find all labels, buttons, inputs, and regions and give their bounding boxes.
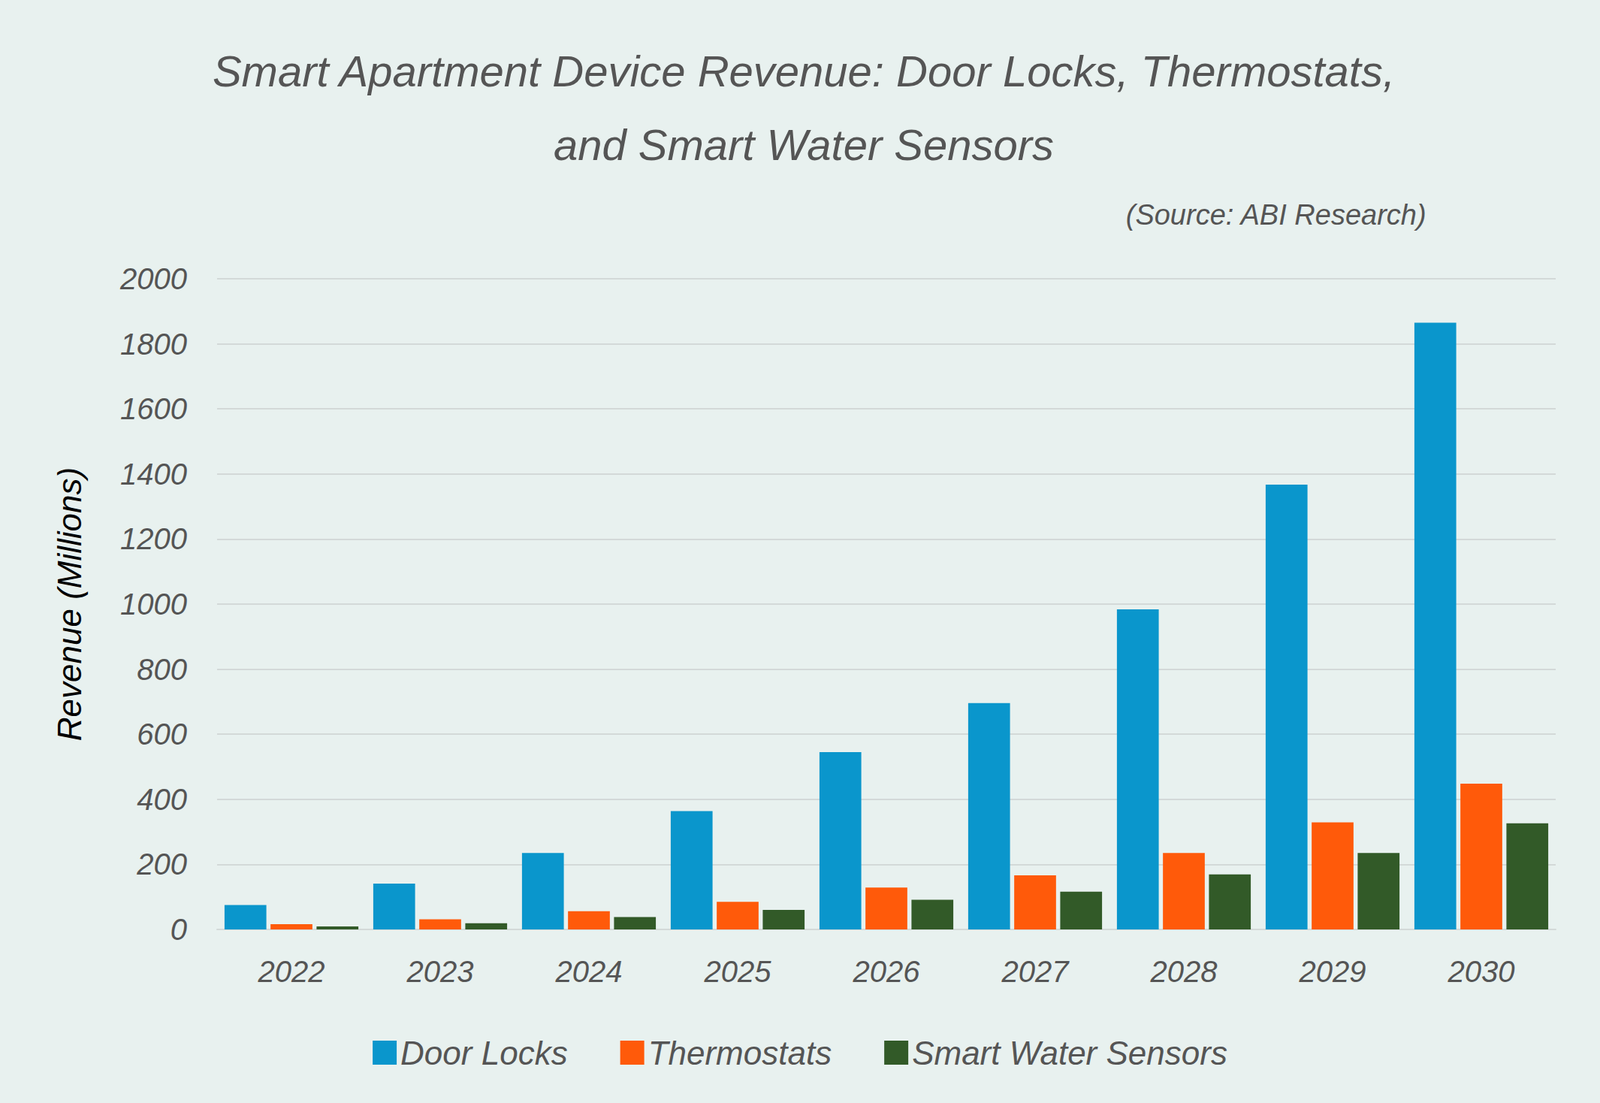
svg-text:1200: 1200 (120, 522, 188, 556)
svg-text:1400: 1400 (120, 457, 188, 491)
svg-text:Smart Water Sensors: Smart Water Sensors (911, 1034, 1228, 1072)
svg-text:2029: 2029 (1298, 954, 1367, 988)
svg-text:800: 800 (136, 652, 188, 686)
svg-text:Revenue (Millions): Revenue (Millions) (51, 467, 88, 741)
svg-text:2028: 2028 (1150, 954, 1219, 988)
svg-text:Door Locks: Door Locks (400, 1034, 568, 1072)
svg-text:200: 200 (135, 847, 188, 881)
svg-text:400: 400 (136, 782, 188, 816)
svg-text:600: 600 (136, 717, 188, 751)
svg-text:(Source: ABI Research): (Source: ABI Research) (1126, 199, 1427, 231)
svg-text:2027: 2027 (1001, 954, 1071, 988)
svg-text:2022: 2022 (257, 954, 326, 988)
svg-text:0: 0 (170, 912, 188, 946)
svg-text:1800: 1800 (120, 327, 188, 361)
svg-text:and Smart Water Sensors: and Smart Water Sensors (553, 120, 1054, 170)
svg-text:2000: 2000 (119, 262, 188, 296)
svg-text:Thermostats: Thermostats (648, 1034, 833, 1072)
svg-text:2024: 2024 (555, 954, 623, 988)
svg-text:1600: 1600 (120, 392, 188, 426)
svg-text:2030: 2030 (1447, 954, 1516, 988)
svg-text:Smart Apartment Device Revenue: Smart Apartment Device Revenue: Door Loc… (212, 46, 1395, 96)
svg-text:2026: 2026 (852, 954, 921, 988)
svg-text:2025: 2025 (703, 954, 773, 988)
svg-text:1000: 1000 (120, 587, 188, 621)
svg-text:2023: 2023 (406, 954, 474, 988)
